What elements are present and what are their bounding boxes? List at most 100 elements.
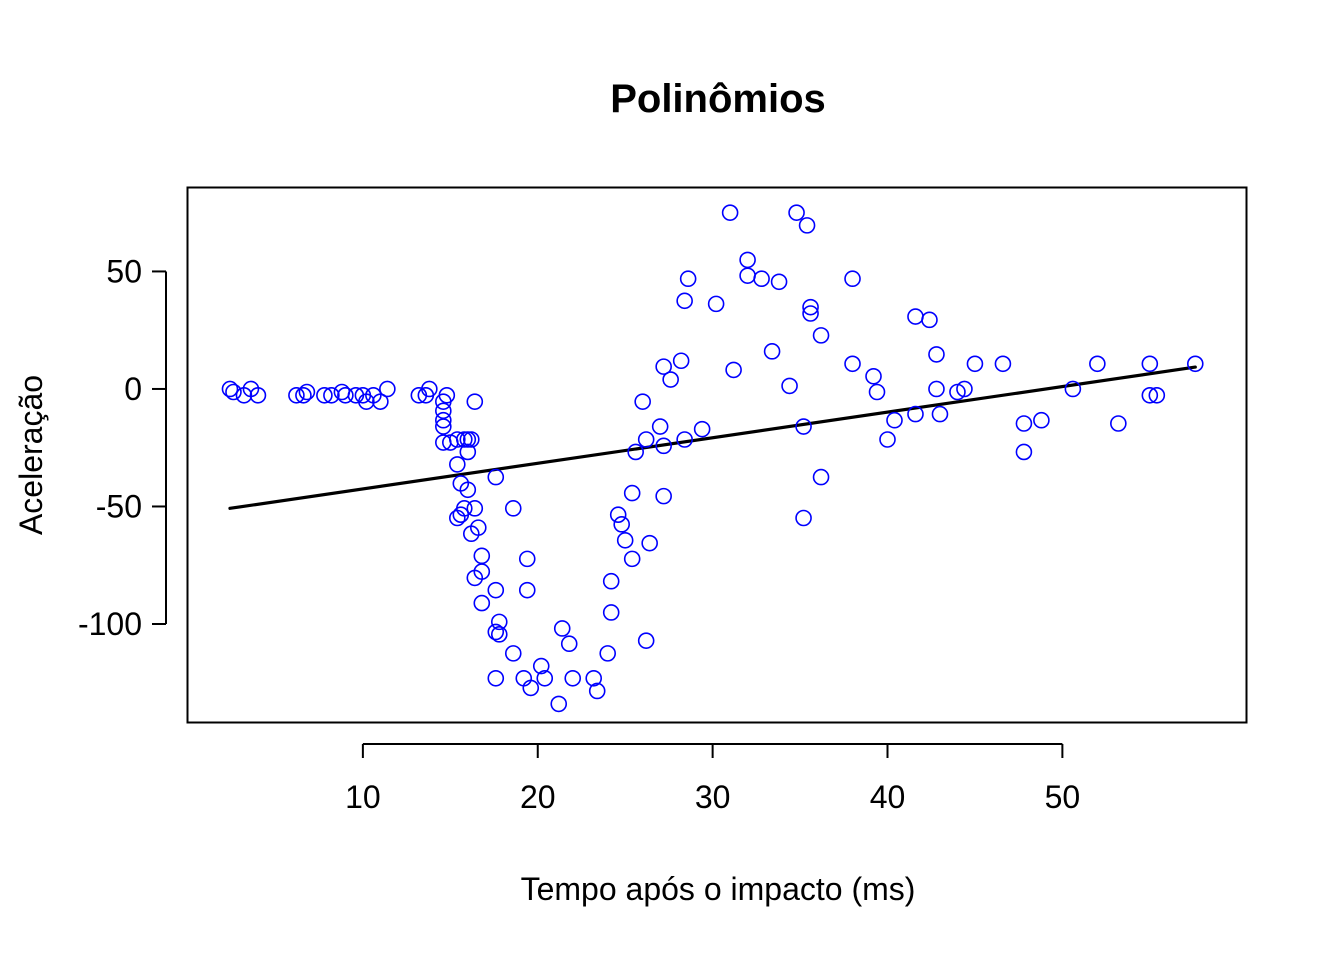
data-point — [844, 355, 861, 373]
x-axis: 10 20 30 40 50 — [345, 743, 1081, 815]
data-point — [518, 550, 536, 568]
data-point — [763, 343, 781, 360]
data-point — [466, 500, 484, 517]
data-point — [651, 418, 669, 435]
data-point — [462, 431, 480, 448]
data-point — [795, 418, 812, 435]
data-point — [812, 468, 830, 486]
data-point — [844, 270, 861, 288]
regression-line-layer — [228, 365, 1197, 510]
data-point — [931, 405, 949, 423]
data-point — [679, 270, 697, 288]
data-point — [879, 431, 896, 448]
data-point — [672, 352, 690, 370]
data-point — [641, 534, 658, 552]
data-point — [921, 311, 938, 329]
data-point — [928, 346, 945, 363]
data-point — [623, 550, 641, 568]
data-point — [1148, 387, 1166, 404]
data-point — [1064, 380, 1082, 398]
data-point — [602, 572, 620, 590]
data-point — [753, 270, 770, 288]
data-point — [379, 380, 396, 398]
data-point — [655, 487, 672, 505]
data-point — [435, 411, 452, 429]
data-point — [532, 657, 550, 675]
data-point — [1186, 355, 1204, 373]
data-point — [802, 305, 819, 322]
plot-frame — [186, 186, 1248, 724]
data-point — [449, 431, 466, 448]
data-point — [616, 532, 634, 549]
x-tick-label: 20 — [520, 779, 556, 815]
data-point — [449, 456, 466, 473]
data-point — [928, 380, 945, 398]
y-tick-label: -50 — [96, 488, 142, 524]
data-point — [560, 635, 578, 653]
data-point — [518, 581, 536, 599]
data-point — [504, 645, 522, 662]
data-point — [770, 273, 788, 291]
data-point — [588, 682, 606, 700]
data-point — [490, 613, 508, 631]
data-point — [795, 509, 812, 527]
regression-line — [228, 365, 1197, 510]
x-tick-label: 50 — [1045, 779, 1081, 815]
x-axis-label: Tempo após o impacto (ms) — [521, 871, 916, 907]
data-point — [225, 383, 242, 401]
data-point — [487, 581, 505, 599]
data-point — [469, 519, 487, 536]
data-point — [627, 443, 644, 461]
y-axis-label: Aceleração — [13, 375, 49, 535]
data-point — [693, 420, 711, 438]
data-point — [504, 500, 522, 517]
data-point — [707, 295, 725, 313]
data-point — [609, 506, 627, 523]
data-point — [372, 393, 389, 410]
data-point — [725, 361, 742, 379]
data-point — [788, 204, 805, 221]
y-tick-label: 0 — [124, 371, 142, 407]
data-point — [868, 383, 886, 401]
data-point — [798, 217, 816, 234]
chart-title: Polinômios — [610, 77, 826, 121]
data-point — [907, 405, 924, 423]
data-point — [288, 387, 305, 404]
data-point — [298, 383, 316, 401]
data-point — [295, 387, 312, 404]
data-point — [553, 620, 571, 637]
data-point — [487, 669, 505, 687]
data-point — [421, 380, 438, 398]
data-point — [522, 679, 540, 697]
data-point — [438, 387, 456, 404]
data-point — [662, 371, 679, 388]
data-point — [865, 367, 882, 385]
data-point — [623, 484, 641, 502]
data-point — [676, 431, 693, 448]
x-tick-label: 30 — [695, 779, 731, 815]
data-point — [721, 204, 739, 221]
data-point — [459, 481, 477, 499]
data-point — [249, 387, 267, 404]
scatter-points-layer — [221, 204, 1204, 713]
data-point — [221, 380, 239, 398]
data-point — [459, 443, 477, 461]
data-point — [655, 437, 672, 455]
data-point — [473, 594, 491, 612]
data-point — [676, 292, 693, 310]
data-point — [585, 669, 603, 687]
data-point — [435, 418, 452, 435]
data-point — [337, 387, 354, 404]
data-point — [812, 327, 830, 344]
data-point — [487, 623, 505, 641]
data-point — [599, 645, 617, 662]
data-point — [634, 393, 651, 410]
data-point — [781, 377, 798, 395]
x-tick-label: 10 — [345, 779, 381, 815]
data-point — [1015, 415, 1033, 432]
data-point — [536, 669, 554, 687]
data-point — [473, 547, 491, 565]
data-point — [655, 358, 672, 375]
